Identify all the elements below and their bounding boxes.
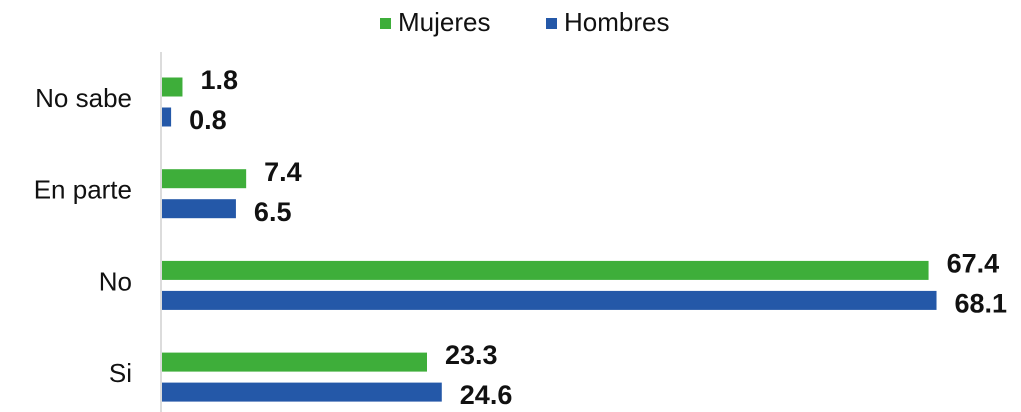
bar xyxy=(162,260,929,280)
bar xyxy=(162,290,937,310)
bar xyxy=(162,352,427,372)
legend-swatch xyxy=(380,18,391,29)
legend-label: Mujeres xyxy=(398,7,490,37)
data-label: 24.6 xyxy=(460,380,513,410)
y-tick-label: En parte xyxy=(34,175,132,205)
data-label: 68.1 xyxy=(955,289,1008,319)
y-tick-label: No xyxy=(99,266,132,296)
y-tick-label: Si xyxy=(109,358,132,388)
data-label: 67.4 xyxy=(947,249,1000,279)
bar xyxy=(162,169,247,189)
bar xyxy=(162,107,172,127)
legend-label: Hombres xyxy=(564,7,669,37)
data-label: 1.8 xyxy=(200,65,238,95)
data-label: 23.3 xyxy=(445,340,498,370)
y-tick-label: No sabe xyxy=(35,83,132,113)
data-label: 7.4 xyxy=(264,157,302,187)
bar xyxy=(162,199,236,219)
data-label: 6.5 xyxy=(254,197,292,227)
bar xyxy=(162,382,442,402)
data-label: 0.8 xyxy=(189,105,227,135)
bar xyxy=(162,77,183,97)
legend-swatch xyxy=(546,18,557,29)
